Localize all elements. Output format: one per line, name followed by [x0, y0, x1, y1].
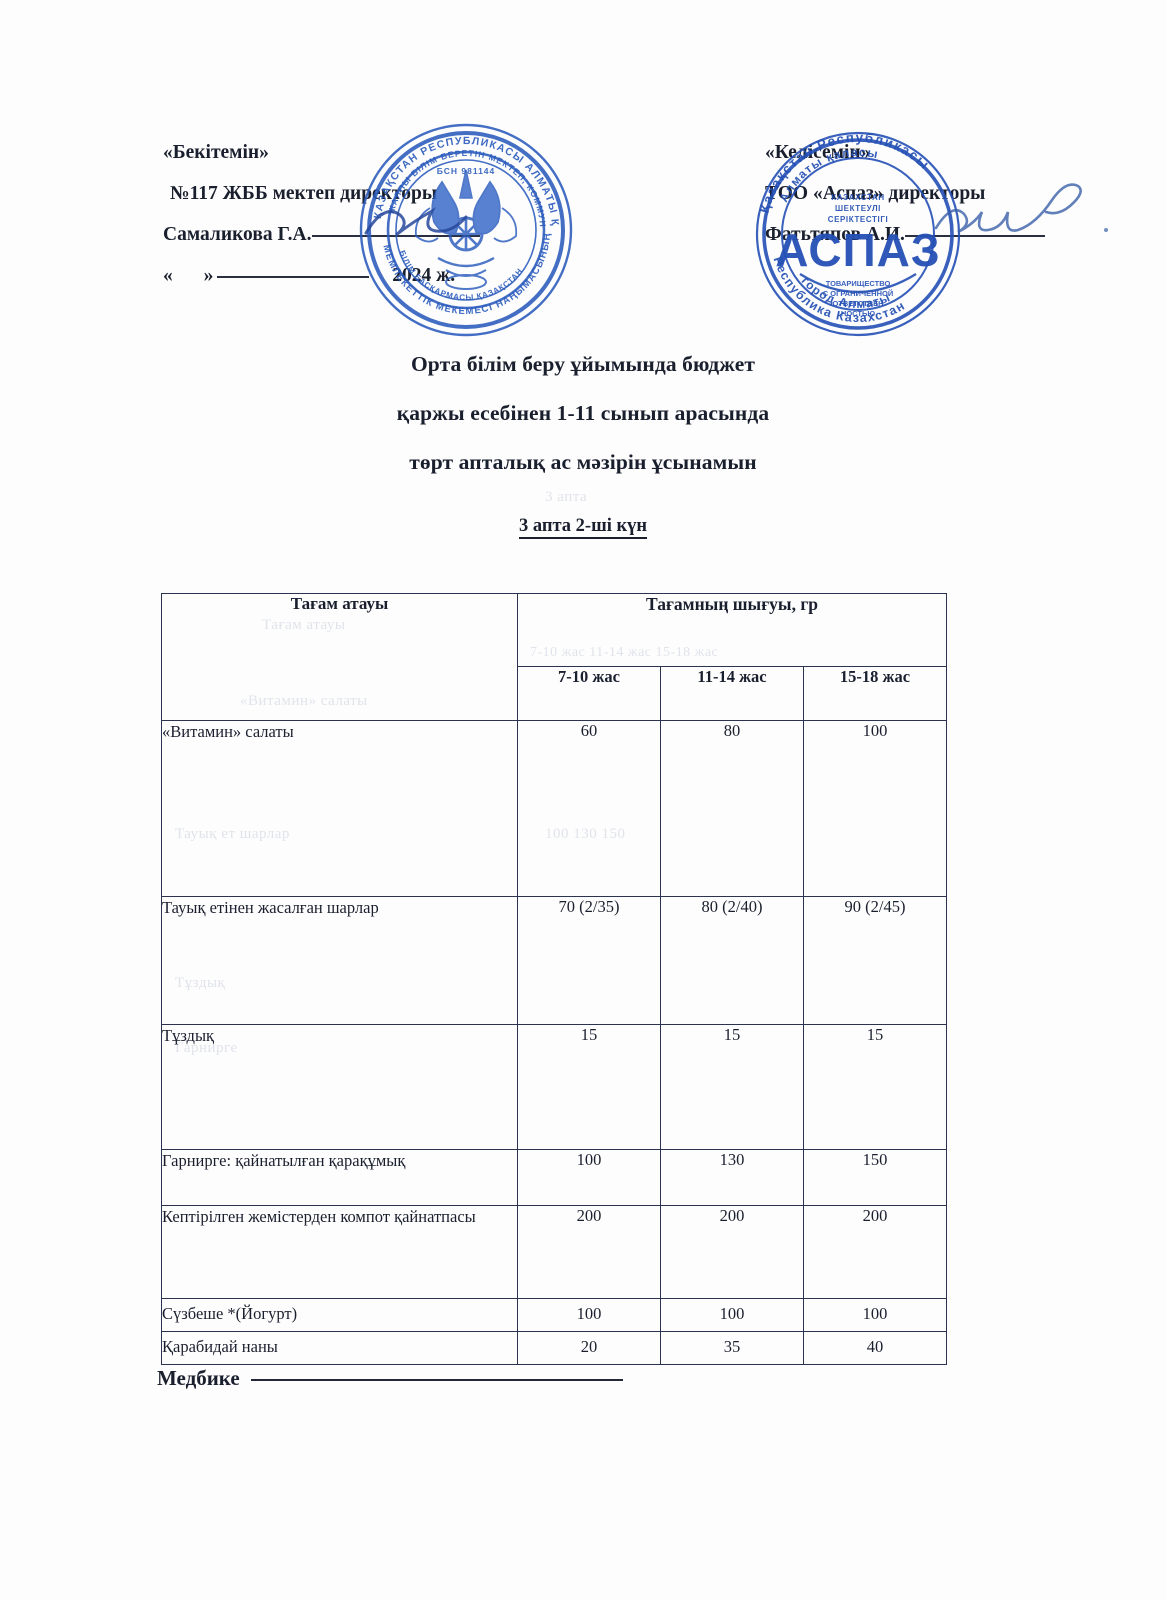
dish-value-7-10: 100	[517, 1298, 661, 1332]
dish-name: Сүзбеше *(Йогурт)	[161, 1298, 518, 1332]
dish-value-15-18: 100	[803, 720, 947, 897]
dish-name: Кептірілген жемістерден компот қайнатпас…	[161, 1205, 518, 1299]
dish-value-15-18: 15	[803, 1024, 947, 1150]
dish-value-11-14: 200	[660, 1205, 804, 1299]
dish-value-15-18: 90 (2/45)	[803, 896, 947, 1025]
agree-label: «Келісемін»	[765, 142, 871, 163]
dish-value-11-14: 35	[660, 1331, 804, 1365]
table-row: Сүзбеше *(Йогурт) 100 100 100	[161, 1298, 947, 1332]
company-director-name: Фатьтяпов А.И.	[765, 224, 905, 245]
svg-text:ТОВАРИЩЕСТВО: ТОВАРИЩЕСТВО	[826, 279, 891, 288]
document-title: Орта білім беру ұйымында бюджет қаржы ес…	[0, 340, 1166, 487]
title-line-2: қаржы есебінен 1-11 сынып арасында	[396, 401, 770, 425]
table-row: Тауық етінен жасалған шарлар 70 (2/35) 8…	[161, 896, 947, 1025]
svg-text:город Алматы: город Алматы	[799, 274, 893, 311]
school-director-name-line: Самаликова Г.А.	[163, 214, 583, 255]
dish-column-header: Тағам атауы	[161, 593, 518, 721]
date-line: « » 2024 ж.	[163, 255, 583, 296]
dish-name: Қарабидай наны	[161, 1331, 518, 1365]
date-close-quote: »	[203, 265, 214, 286]
svg-text:ОТВЕТСТВЕН: ОТВЕТСТВЕН	[832, 299, 883, 308]
scan-ghost-text: 3 апта	[545, 489, 588, 505]
svg-text:С ОГРАНИЧЕННОЙ: С ОГРАНИЧЕННОЙ	[823, 289, 893, 298]
dish-name: «Витамин» салаты	[161, 720, 518, 897]
dish-value-7-10: 15	[517, 1024, 661, 1150]
day-subtitle-text: 3 апта 2-ші күн	[518, 516, 648, 539]
dish-value-11-14: 80	[660, 720, 804, 897]
school-director-name: Самаликова Г.А.	[163, 224, 312, 245]
date-open-quote: «	[163, 265, 173, 286]
nurse-label: Медбике	[157, 1366, 240, 1390]
table-header-row-1: Тағам атауы Тағамның шығуы, гр	[161, 593, 947, 721]
output-group-header: Тағамның шығуы, гр	[517, 593, 947, 667]
dish-value-7-10: 200	[517, 1205, 661, 1299]
table-row: Кептірілген жемістерден компот қайнатпас…	[161, 1205, 947, 1299]
table-row: Қарабидай наны 20 35 40	[161, 1331, 947, 1365]
table-row: Гарнирге: қайнатылған қарақұмық 100 130 …	[161, 1149, 947, 1206]
table-row: «Витамин» салаты 60 80 100	[161, 720, 947, 897]
age-header-11-14: 11-14 жас	[660, 666, 804, 721]
dish-value-11-14: 100	[660, 1298, 804, 1332]
nurse-signature-rule	[250, 1378, 623, 1381]
school-director-line: №117 ЖББ мектеп директоры	[170, 183, 438, 204]
dish-value-7-10: 100	[517, 1149, 661, 1206]
menu-table-body: «Витамин» салаты 60 80 100 Тауық етінен …	[161, 720, 947, 1365]
svg-text:Республика Казахстан: Республика Казахстан	[771, 255, 908, 325]
dish-value-15-18: 150	[803, 1149, 947, 1206]
dish-value-7-10: 20	[517, 1331, 661, 1365]
table-row: Тұздық 15 15 15	[161, 1024, 947, 1150]
company-director-line: ТОО «Аспаз» директоры	[765, 183, 986, 204]
date-rule	[217, 275, 370, 278]
dish-value-11-14: 130	[660, 1149, 804, 1206]
dish-value-15-18: 200	[803, 1205, 947, 1299]
company-director-name-line: Фатьтяпов А.И.	[765, 214, 1095, 255]
approval-block-right: «Келісемін» ТОО «Аспаз» директоры Фатьтя…	[765, 132, 1095, 255]
date-year: 2024 ж.	[392, 265, 456, 286]
menu-table-head: Тағам атауы Тағамның шығуы, гр 7-10 жас …	[161, 593, 947, 721]
day-subtitle: 3 апта 2-ші күн	[0, 516, 1166, 539]
svg-text:НОСТЬЮ: НОСТЬЮ	[841, 309, 875, 318]
dish-value-15-18: 100	[803, 1298, 947, 1332]
dish-value-15-18: 40	[803, 1331, 947, 1365]
dish-value-11-14: 80 (2/40)	[660, 896, 804, 1025]
dish-value-7-10: 70 (2/35)	[517, 896, 661, 1025]
dish-name: Тұздық	[161, 1024, 518, 1150]
approve-label: «Бекітемін»	[163, 142, 269, 163]
age-header-7-10: 7-10 жас	[517, 666, 661, 721]
menu-table: Тағам атауы Тағамның шығуы, гр 7-10 жас …	[161, 593, 947, 1365]
title-line-3: төрт апталық ас мәзірін ұсынамын	[409, 450, 757, 474]
age-header-15-18: 15-18 жас	[803, 666, 947, 721]
dish-value-7-10: 60	[517, 720, 661, 897]
dish-value-11-14: 15	[660, 1024, 804, 1150]
signature-rule	[311, 234, 480, 237]
nurse-signature-block: Медбике	[157, 1366, 623, 1391]
dish-name: Тауық етінен жасалған шарлар	[161, 896, 518, 1025]
signature-rule	[904, 234, 1045, 237]
approval-block-left: «Бекітемін» №117 ЖББ мектеп директоры Са…	[163, 132, 583, 296]
dish-name: Гарнирге: қайнатылған қарақұмық	[161, 1149, 518, 1206]
title-line-1: Орта білім беру ұйымында бюджет	[410, 352, 755, 376]
